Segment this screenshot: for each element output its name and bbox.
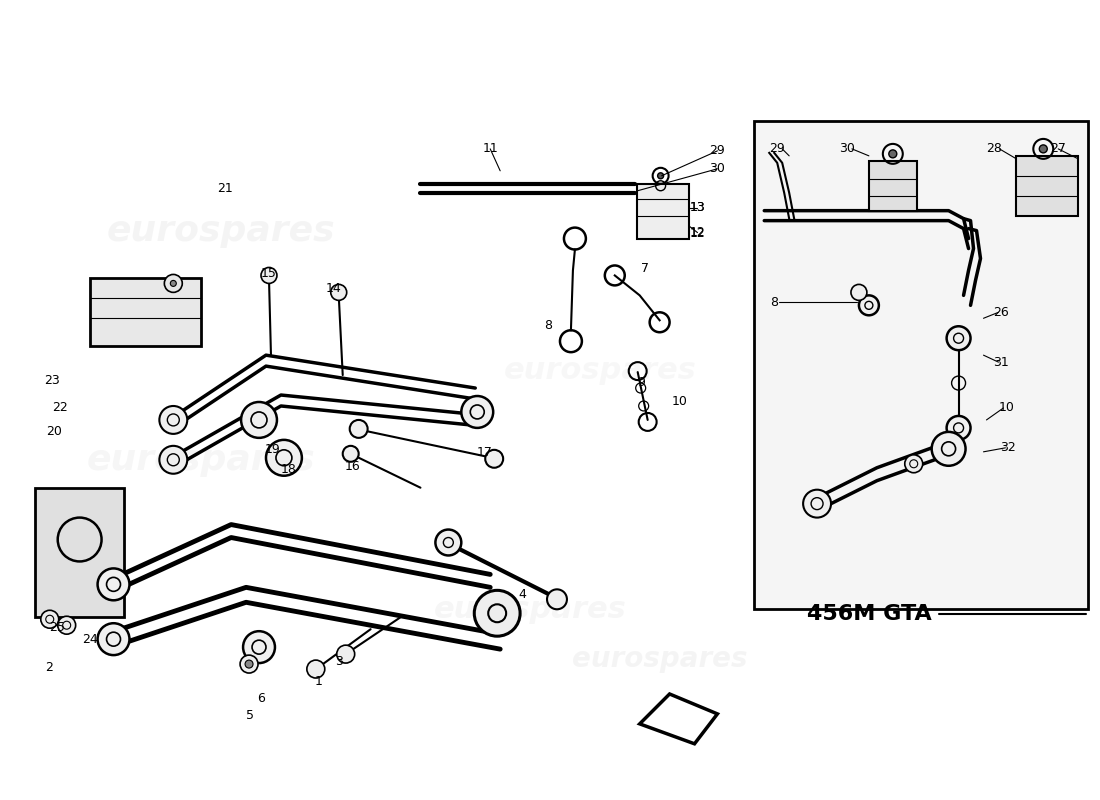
Circle shape bbox=[240, 655, 258, 673]
Text: 26: 26 bbox=[993, 306, 1010, 319]
Circle shape bbox=[658, 173, 663, 178]
Text: 3: 3 bbox=[334, 654, 343, 667]
Text: 456M GTA: 456M GTA bbox=[806, 604, 932, 624]
Text: 21: 21 bbox=[218, 182, 233, 195]
Circle shape bbox=[160, 446, 187, 474]
Text: eurospares: eurospares bbox=[107, 214, 336, 247]
Circle shape bbox=[57, 518, 101, 562]
Circle shape bbox=[343, 446, 359, 462]
Text: eurospares: eurospares bbox=[504, 356, 696, 385]
Text: 4: 4 bbox=[518, 588, 526, 601]
Text: 14: 14 bbox=[326, 282, 342, 295]
Text: 31: 31 bbox=[993, 356, 1010, 369]
Circle shape bbox=[474, 590, 520, 636]
Circle shape bbox=[98, 623, 130, 655]
Circle shape bbox=[851, 285, 867, 300]
Circle shape bbox=[436, 530, 461, 555]
Bar bbox=[1016, 156, 1078, 216]
Text: 1: 1 bbox=[315, 674, 322, 687]
Text: 12: 12 bbox=[690, 226, 705, 239]
Circle shape bbox=[547, 590, 567, 610]
Circle shape bbox=[947, 416, 970, 440]
Text: 12: 12 bbox=[690, 227, 705, 240]
Circle shape bbox=[98, 569, 130, 600]
Circle shape bbox=[170, 281, 176, 286]
Text: 27: 27 bbox=[1050, 142, 1066, 155]
Circle shape bbox=[245, 660, 253, 668]
Text: eurospares: eurospares bbox=[87, 442, 316, 477]
Text: 8: 8 bbox=[770, 296, 778, 309]
Text: 2: 2 bbox=[45, 661, 53, 674]
Circle shape bbox=[160, 406, 187, 434]
Circle shape bbox=[485, 450, 503, 468]
Circle shape bbox=[889, 150, 896, 158]
Text: 24: 24 bbox=[81, 633, 98, 646]
Polygon shape bbox=[640, 694, 717, 744]
Text: 13: 13 bbox=[690, 201, 705, 214]
Circle shape bbox=[243, 631, 275, 663]
Circle shape bbox=[266, 440, 301, 476]
Text: 5: 5 bbox=[246, 710, 254, 722]
Text: 6: 6 bbox=[257, 693, 265, 706]
Text: 22: 22 bbox=[52, 402, 67, 414]
Circle shape bbox=[932, 432, 966, 466]
Circle shape bbox=[859, 295, 879, 315]
Circle shape bbox=[57, 616, 76, 634]
Text: 8: 8 bbox=[544, 318, 552, 332]
Text: 19: 19 bbox=[265, 443, 280, 456]
Bar bbox=[35, 488, 124, 618]
Circle shape bbox=[1040, 145, 1047, 153]
Circle shape bbox=[307, 660, 324, 678]
Text: 10: 10 bbox=[999, 402, 1014, 414]
Text: 16: 16 bbox=[344, 460, 361, 474]
Text: 23: 23 bbox=[44, 374, 59, 386]
Text: 30: 30 bbox=[710, 162, 725, 175]
Text: 9: 9 bbox=[638, 375, 646, 389]
Text: 30: 30 bbox=[839, 142, 855, 155]
Circle shape bbox=[461, 396, 493, 428]
Circle shape bbox=[164, 274, 183, 292]
Text: 20: 20 bbox=[46, 426, 62, 438]
Circle shape bbox=[241, 402, 277, 438]
Circle shape bbox=[261, 267, 277, 283]
Circle shape bbox=[337, 645, 354, 663]
Text: 13: 13 bbox=[690, 201, 705, 214]
Circle shape bbox=[350, 420, 367, 438]
Bar bbox=[869, 161, 916, 210]
Text: 15: 15 bbox=[261, 267, 277, 280]
Circle shape bbox=[41, 610, 58, 628]
Bar bbox=[89, 278, 201, 346]
Text: eurospares: eurospares bbox=[433, 594, 626, 624]
Bar bbox=[755, 121, 1088, 610]
Text: 25: 25 bbox=[48, 621, 65, 634]
Text: 18: 18 bbox=[280, 463, 297, 476]
Text: 29: 29 bbox=[769, 142, 785, 155]
Text: 7: 7 bbox=[640, 262, 649, 275]
Text: eurospares: eurospares bbox=[572, 645, 747, 673]
Text: 28: 28 bbox=[987, 142, 1002, 155]
Circle shape bbox=[905, 455, 923, 473]
Bar bbox=[637, 184, 689, 238]
Text: 17: 17 bbox=[476, 446, 492, 459]
Circle shape bbox=[331, 285, 346, 300]
Circle shape bbox=[803, 490, 830, 518]
Text: 29: 29 bbox=[710, 144, 725, 158]
Text: 32: 32 bbox=[1001, 442, 1016, 454]
Circle shape bbox=[947, 326, 970, 350]
Text: 10: 10 bbox=[672, 395, 688, 409]
Text: 11: 11 bbox=[482, 142, 498, 155]
